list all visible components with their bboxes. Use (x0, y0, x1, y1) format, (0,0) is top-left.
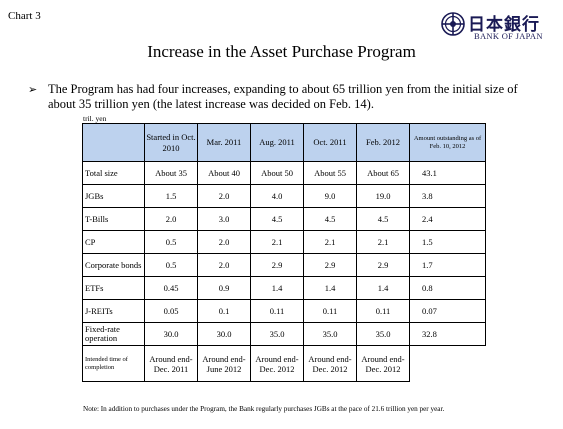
table-cell: 4.5 (303, 207, 357, 231)
table-cell: 2.1 (303, 230, 357, 254)
table-header-cell: Feb. 2012 (356, 123, 410, 162)
table-cell: 32.8 (409, 322, 486, 346)
table-cell: 0.5 (144, 253, 198, 277)
table-cell: 2.4 (409, 207, 486, 231)
table-cell: About 40 (197, 161, 251, 185)
table-header-cell: Oct. 2011 (303, 123, 357, 162)
table-cell: 2.0 (197, 230, 251, 254)
table-cell: 4.5 (250, 207, 304, 231)
table-cell: Around end-Dec. 2012 (250, 345, 304, 382)
table-cell: 2.0 (197, 184, 251, 208)
table-cell: About 50 (250, 161, 304, 185)
table-row: J-REITs 0.05 0.1 0.11 0.11 0.11 0.07 (82, 299, 486, 323)
table-cell: About 65 (356, 161, 410, 185)
table-row: Corporate bonds 0.5 2.0 2.9 2.9 2.9 1.7 (82, 253, 486, 277)
row-label: Intended time of completion (82, 345, 145, 382)
table-cell: 3.0 (197, 207, 251, 231)
table-header-cell: Mar. 2011 (197, 123, 251, 162)
table-cell: 0.11 (356, 299, 410, 323)
table-cell: 1.4 (303, 276, 357, 300)
table-cell: 2.0 (197, 253, 251, 277)
asset-purchase-table: Started in Oct. 2010 Mar. 2011 Aug. 2011… (82, 123, 486, 382)
table-cell: 2.1 (250, 230, 304, 254)
chart-label: Chart 3 (8, 10, 41, 22)
logo-kanji: 日本銀行 (468, 15, 540, 35)
table-cell-empty (409, 345, 486, 382)
table-cell: 0.07 (409, 299, 486, 323)
table-cell: 35.0 (356, 322, 410, 346)
footnote: Note: In addition to purchases under the… (83, 405, 445, 413)
logo-english: BANK OF JAPAN (474, 31, 543, 41)
table-row: ETFs 0.45 0.9 1.4 1.4 1.4 0.8 (82, 276, 486, 300)
table-row-completion: Intended time of completion Around end-D… (82, 345, 486, 382)
table-cell: 4.0 (250, 184, 304, 208)
table-cell: 0.11 (250, 299, 304, 323)
table-header-row: Started in Oct. 2010 Mar. 2011 Aug. 2011… (82, 123, 486, 162)
table-row: T-Bills 2.0 3.0 4.5 4.5 4.5 2.4 (82, 207, 486, 231)
row-label: J-REITs (82, 299, 145, 323)
table-row: CP 0.5 2.0 2.1 2.1 2.1 1.5 (82, 230, 486, 254)
table-cell: 35.0 (250, 322, 304, 346)
table-cell: 30.0 (144, 322, 198, 346)
table-cell: 0.45 (144, 276, 198, 300)
table-header-cell: Amount outstanding as of Feb. 10, 2012 (409, 123, 486, 162)
table-cell: 2.1 (356, 230, 410, 254)
table-cell: 1.4 (356, 276, 410, 300)
table-header-cell (82, 123, 145, 162)
row-label: JGBs (82, 184, 145, 208)
table-cell: 2.9 (250, 253, 304, 277)
arrow-bullet-icon: ➢ (28, 83, 38, 96)
row-label: CP (82, 230, 145, 254)
unit-label: tril. yen (83, 114, 107, 123)
table-row: Fixed-rate operation 30.0 30.0 35.0 35.0… (82, 322, 486, 346)
table-cell: 2.9 (303, 253, 357, 277)
table-row: JGBs 1.5 2.0 4.0 9.0 19.0 3.8 (82, 184, 486, 208)
bank-of-japan-emblem-icon (441, 12, 465, 36)
row-label: Fixed-rate operation (82, 322, 145, 346)
table-header-cell: Aug. 2011 (250, 123, 304, 162)
row-label: T-Bills (82, 207, 145, 231)
table-row: Total size About 35 About 40 About 50 Ab… (82, 161, 486, 185)
table-cell: Around end-Dec. 2012 (303, 345, 357, 382)
bullet-text: The Program has had four increases, expa… (48, 82, 518, 111)
table-cell: Around end-June 2012 (197, 345, 251, 382)
table-cell: 0.11 (303, 299, 357, 323)
table-cell: 19.0 (356, 184, 410, 208)
table-cell: 1.4 (250, 276, 304, 300)
row-label: Total size (82, 161, 145, 185)
page-title: Increase in the Asset Purchase Program (147, 42, 416, 61)
table-cell: 0.1 (197, 299, 251, 323)
table-cell: 2.9 (356, 253, 410, 277)
table-header-cell: Started in Oct. 2010 (144, 123, 198, 162)
table-cell: 35.0 (303, 322, 357, 346)
table-cell: 43.1 (409, 161, 486, 185)
table-cell: 2.0 (144, 207, 198, 231)
table-cell: 4.5 (356, 207, 410, 231)
table-cell: 3.8 (409, 184, 486, 208)
table-cell: 1.5 (144, 184, 198, 208)
row-label: ETFs (82, 276, 145, 300)
table-cell: About 55 (303, 161, 357, 185)
table-cell: 0.05 (144, 299, 198, 323)
row-label: Corporate bonds (82, 253, 145, 277)
table-cell: 0.5 (144, 230, 198, 254)
table-cell: Around end-Dec. 2012 (356, 345, 410, 382)
table-cell: Around end-Dec. 2011 (144, 345, 198, 382)
table-cell: 0.8 (409, 276, 486, 300)
table-cell: 9.0 (303, 184, 357, 208)
table-cell: 1.7 (409, 253, 486, 277)
table-cell: 1.5 (409, 230, 486, 254)
table-cell: 0.9 (197, 276, 251, 300)
table-cell: 30.0 (197, 322, 251, 346)
bank-of-japan-logo: 日本銀行 BANK OF JAPAN (441, 10, 557, 42)
table-cell: About 35 (144, 161, 198, 185)
